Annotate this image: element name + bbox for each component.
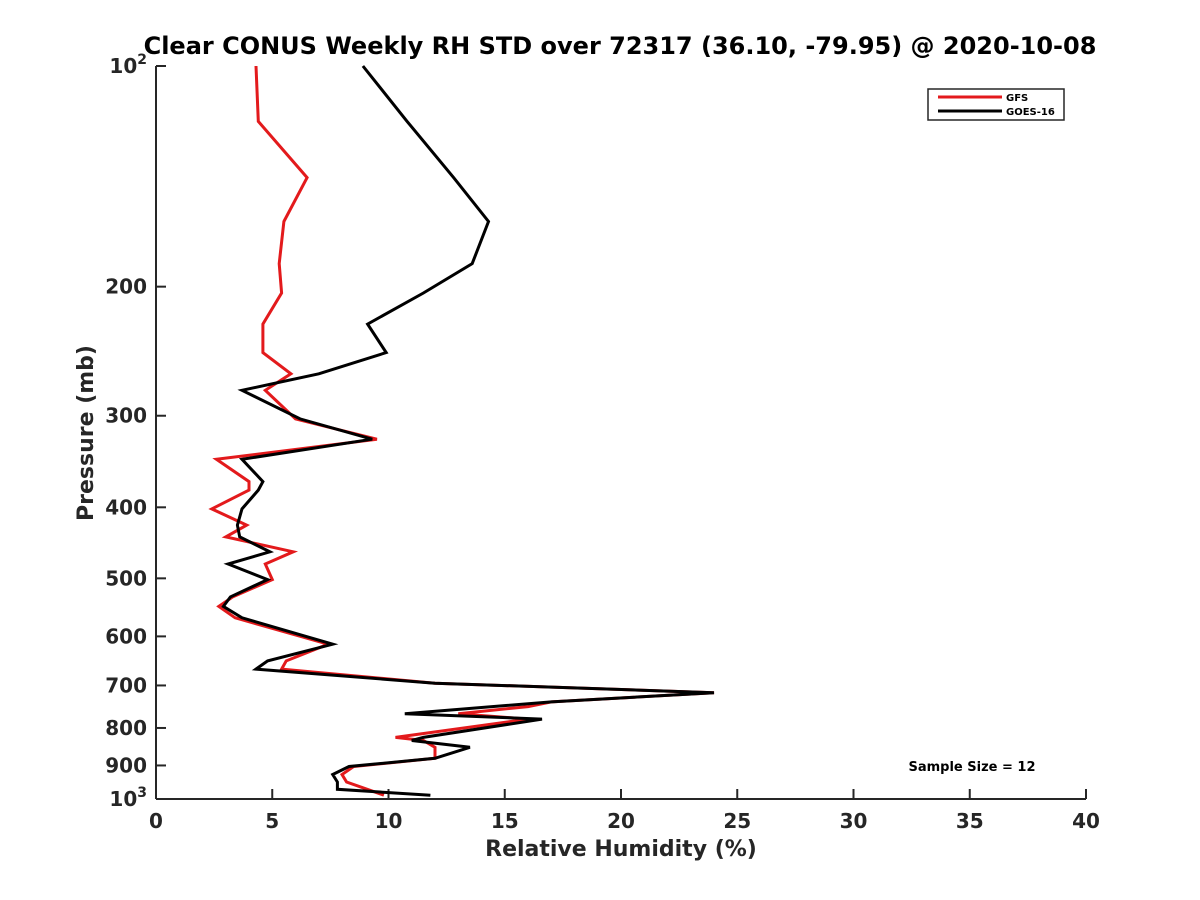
x-tick-label: 5 (265, 809, 279, 833)
y-tick-label: 600 (105, 624, 147, 648)
y-tick-label: 102 (109, 52, 147, 78)
y-tick-label: 500 (105, 566, 147, 590)
chart-title: Clear CONUS Weekly RH STD over 72317 (36… (144, 32, 1097, 60)
y-tick-base: 500 (105, 566, 147, 590)
y-tick-base: 400 (105, 495, 147, 519)
y-tick-label: 800 (105, 716, 147, 740)
y-tick-label: 103 (109, 785, 147, 811)
series-layer (208, 65, 715, 797)
x-axis-label: Relative Humidity (%) (485, 837, 757, 862)
y-tick-label: 700 (105, 673, 147, 697)
y-tick-base: 10 (109, 787, 137, 811)
y-tick-label: 200 (105, 275, 147, 299)
x-axis-ticks: 0 5 10 15 20 25 30 35 40 (149, 789, 1100, 833)
x-tick-label: 25 (723, 809, 751, 833)
x-tick-label: 40 (1072, 809, 1100, 833)
series-line-gfs (208, 65, 715, 797)
y-tick-label: 300 (105, 404, 147, 428)
y-tick-exponent: 3 (137, 785, 147, 801)
y-tick-base: 300 (105, 404, 147, 428)
legend-goes-label: GOES-16 (1006, 107, 1055, 118)
x-tick-label: 15 (491, 809, 519, 833)
y-tick-exponent: 2 (137, 52, 147, 68)
y-tick-base: 600 (105, 624, 147, 648)
y-tick-base: 900 (105, 753, 147, 777)
x-tick-label: 35 (956, 809, 984, 833)
sample-size-annotation: Sample Size = 12 (908, 760, 1035, 775)
legend-box (927, 88, 1065, 121)
y-tick-base: 10 (109, 54, 137, 78)
y-tick-label: 400 (105, 495, 147, 519)
x-tick-label: 30 (840, 809, 868, 833)
y-tick-base: 700 (105, 673, 147, 697)
x-tick-label: 0 (149, 809, 163, 833)
x-tick-label: 20 (607, 809, 635, 833)
y-tick-base: 200 (105, 275, 147, 299)
series-line-goes-16 (221, 65, 715, 797)
y-axis-label: Pressure (mb) (74, 345, 99, 521)
y-tick-base: 800 (105, 716, 147, 740)
legend-gfs-label: GFS (1006, 93, 1028, 104)
legend: GFS GOES-16 (927, 88, 1065, 121)
x-tick-label: 10 (375, 809, 403, 833)
y-tick-label: 900 (105, 753, 147, 777)
